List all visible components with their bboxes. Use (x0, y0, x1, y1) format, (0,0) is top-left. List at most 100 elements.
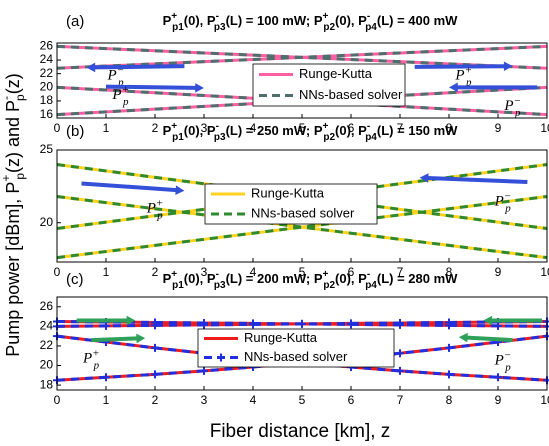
marker (396, 366, 404, 375)
marker (396, 349, 404, 358)
x-tick-label: 9 (495, 121, 502, 135)
x-tick-label: 5 (299, 265, 306, 279)
superscript: - (367, 121, 370, 132)
x-tick-label: 7 (397, 121, 404, 135)
axes-frame (56, 149, 548, 263)
line (56, 195, 548, 260)
subscript: p3 (214, 280, 226, 291)
x-tick-label: 2 (152, 265, 159, 279)
annotation: P+ p (454, 64, 472, 88)
subscript: p1 (172, 132, 184, 143)
line (56, 163, 548, 231)
x-tick-label: 5 (299, 121, 306, 135)
arrow-shaft (94, 64, 185, 70)
subscript: p (122, 96, 129, 108)
text-part: (0), P (335, 13, 367, 28)
x-tick-label: 1 (103, 121, 110, 135)
x-tick-label: 0 (54, 265, 61, 279)
marker (347, 319, 355, 328)
subscript: p4 (365, 22, 377, 33)
x-tick-label: 8 (446, 121, 453, 135)
line (56, 44, 548, 70)
superscript: − (117, 64, 124, 76)
x-tick-label: 10 (540, 265, 549, 279)
subscript: p (504, 361, 511, 373)
arrow-head (195, 83, 204, 93)
legend-label: NNs-based solver (299, 87, 403, 102)
superscript: - (216, 11, 219, 22)
x-tick-label: 8 (446, 393, 453, 407)
x-tick-label: 1 (103, 265, 110, 279)
subscript: p (514, 107, 521, 119)
x-tick-label: 7 (397, 393, 404, 407)
text-part: (L) = 150 mW (377, 123, 458, 138)
marker (249, 320, 257, 329)
subscript: p2 (323, 280, 335, 291)
line (56, 334, 548, 382)
legend-marker (217, 353, 225, 362)
y-tick-label: 20 (40, 358, 54, 372)
subscript: p2 (323, 132, 335, 143)
superscript: + (92, 347, 99, 359)
y-tick-label: 18 (40, 377, 54, 391)
marker (396, 318, 404, 327)
text-part: P (82, 351, 92, 367)
text-part: P (106, 68, 116, 84)
marker (102, 321, 110, 330)
marker (102, 373, 110, 382)
text-part: (0), P (184, 123, 216, 138)
annotation: P− p (494, 190, 512, 214)
panel-title: P+ p1(0), P-p3(L) = 100 mW; P+ p2(0), P-p4… (163, 11, 459, 33)
annotation: P+ p (146, 197, 164, 221)
x-tick-label: 6 (348, 121, 355, 135)
x-tick-label: 0 (54, 393, 61, 407)
superscript: + (122, 84, 129, 96)
text-part: (z) (3, 73, 23, 94)
x-tick-label: 3 (201, 265, 208, 279)
y-tick-label: 22 (40, 338, 54, 352)
axes-frame (56, 42, 548, 119)
panel-label: (c) (66, 271, 84, 288)
subscript: p (93, 359, 100, 371)
superscript: + (323, 269, 329, 280)
text-part: P (503, 99, 513, 115)
x-tick-label: 5 (299, 393, 306, 407)
subscript: p3 (214, 22, 226, 33)
x-axis-label: Fiber distance [km], z (210, 421, 391, 442)
annotation: P− p (106, 64, 124, 88)
annotation: P+ p (111, 84, 129, 108)
legend-box (204, 183, 378, 225)
subscript: p1 (172, 22, 184, 33)
subscript: p (13, 173, 27, 180)
x-tick-label: 7 (397, 265, 404, 279)
y-tick-label: 18 (40, 93, 54, 107)
superscript: - (216, 269, 219, 280)
x-tick-label: 1 (103, 393, 110, 407)
marker (445, 343, 453, 352)
text-part: P (163, 123, 172, 138)
arrow-head (449, 82, 458, 93)
arrow-head (483, 315, 493, 326)
arrow-shaft (414, 64, 505, 69)
text-part: P (494, 353, 504, 369)
x-tick-label: 3 (201, 121, 208, 135)
arrow-head (86, 62, 96, 73)
x-tick-label: 10 (540, 121, 549, 135)
text-part: P (494, 194, 504, 210)
legend-box (252, 63, 406, 107)
superscript: − (504, 190, 511, 202)
marker (494, 373, 502, 382)
arrow-shaft (91, 336, 138, 343)
arrow-shaft (81, 181, 177, 193)
superscript: - (367, 11, 370, 22)
superscript: - (367, 269, 370, 280)
arrow-head (126, 315, 136, 326)
text-part: (L) = 100 mW; P (226, 13, 323, 28)
marker (151, 321, 159, 330)
legend-label: Runge-Kutta (299, 66, 373, 81)
subscript: p1 (172, 280, 184, 291)
text-part: (L) = 200 mW; P (226, 271, 323, 286)
superscript: - (216, 121, 219, 132)
x-tick-label: 9 (495, 265, 502, 279)
text-part: P (163, 13, 172, 28)
